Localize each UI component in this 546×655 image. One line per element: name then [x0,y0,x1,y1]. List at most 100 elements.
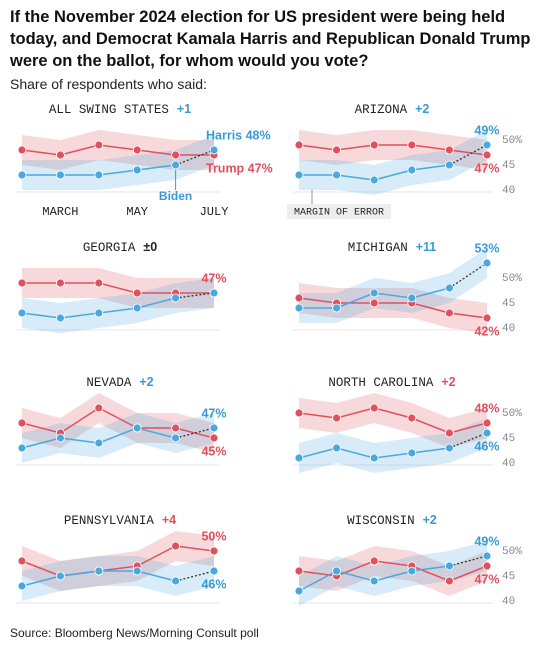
annotation: Biden [159,189,192,203]
panel-title: ALL SWING STATES +1 [49,102,191,117]
panel-lead: +2 [139,375,153,389]
series-line [21,407,215,439]
point [171,433,181,443]
panel-lead: +4 [162,513,176,527]
point [209,423,219,433]
point [17,581,27,591]
point [369,140,379,150]
panel-title: NEVADA +2 [86,375,153,390]
point [94,170,104,180]
point [132,303,142,313]
error-band [22,135,214,190]
y-tick-label: 45 [502,571,515,583]
point [369,403,379,413]
error-band [299,283,487,333]
series-line [298,144,488,156]
point [444,443,454,453]
point [209,433,219,443]
point [171,541,181,551]
point [369,576,379,586]
switch-line [175,570,215,582]
point [171,160,181,170]
error-band [299,130,487,170]
point [482,140,492,150]
panel-title: NORTH CAROLINA +2 [328,375,455,390]
panel-lead: ±0 [143,240,157,254]
point [369,453,379,463]
series-line [298,407,488,434]
panel-title-text: NEVADA [86,376,132,390]
panel-title-text: GEORGIA [83,241,136,255]
point [482,561,492,571]
panel-title: WISCONSIN +2 [347,513,437,528]
annotation-box [287,204,391,219]
point [17,418,27,428]
point [482,313,492,323]
point [294,453,304,463]
point [132,566,142,576]
point [482,258,492,268]
panel-title-text: ALL SWING STATES [49,103,169,117]
point [17,278,27,288]
value-label: 42% [474,324,499,338]
point [482,150,492,160]
point [369,556,379,566]
panel-lead: +2 [415,102,429,116]
point [294,140,304,150]
x-tick-label: MAY [126,205,148,219]
error-band [22,556,214,601]
panel-lead: +11 [416,240,437,254]
value-label: Trump 47% [206,161,273,175]
series-line [298,297,488,319]
point [56,313,65,323]
point [209,566,219,576]
point [17,308,27,318]
switch-line [175,427,215,439]
x-tick-label: MARCH [42,205,78,219]
series-line [21,545,215,577]
switch-line [175,149,215,166]
y-tick-label: 40 [502,596,515,608]
panel-title: GEORGIA ±0 [83,240,157,255]
error-band [22,130,214,170]
point [17,556,27,566]
y-tick-label: 40 [502,323,515,335]
point [332,443,342,453]
point [407,165,417,175]
point [56,278,65,288]
error-band [22,531,214,591]
error-band [22,278,214,333]
value-label: 46% [201,577,226,591]
error-band [299,546,487,596]
point [444,576,454,586]
point [482,418,492,428]
title: If the November 2024 election for US pre… [10,8,531,70]
point [332,303,342,313]
point [407,566,417,576]
point [332,566,342,576]
point [332,145,342,155]
point [94,278,104,288]
y-tick-label: 40 [502,458,515,470]
point [369,298,379,308]
point [444,428,454,438]
point [444,145,454,155]
panel-title-text: WISCONSIN [347,514,415,528]
error-band [22,393,214,453]
point [209,546,219,556]
switch-line [175,292,215,299]
point [332,170,342,180]
point [209,288,219,298]
panel-lead: +1 [177,102,191,116]
value-label: Harris 48% [206,128,271,142]
point [94,308,104,318]
value-label: 47% [474,572,499,586]
series-line [22,282,214,294]
panel-title: MICHIGAN +11 [348,240,437,255]
point [482,551,492,561]
switch-line [449,432,488,449]
series-line [21,144,214,156]
value-label: 46% [474,439,499,453]
point [294,566,304,576]
